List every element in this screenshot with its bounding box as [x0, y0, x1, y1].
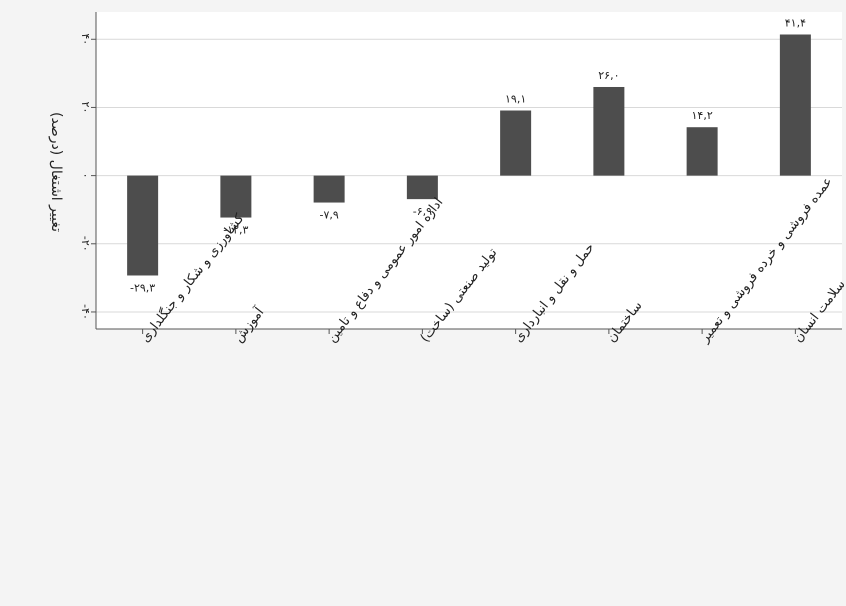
data-label: -۱۲,۳ — [223, 224, 248, 237]
data-label: ۲۶,۰ — [598, 69, 619, 82]
data-label: ۱۹,۱ — [505, 93, 526, 106]
data-label: -۷,۹ — [319, 209, 338, 222]
bar — [127, 175, 159, 276]
plot-area — [96, 12, 842, 329]
bar — [686, 127, 718, 176]
value-labels-layer: -۲۹,۳ -۱۲,۳ -۷,۹ -۶,۹ ۱۹,۱ ۲۶,۰ ۱۴,۲ ۴۱,۴ — [130, 16, 806, 294]
bar — [313, 175, 345, 203]
y-axis-label: تغییر اشتغال (درصد) — [48, 112, 64, 232]
data-label: -۲۹,۳ — [130, 281, 155, 294]
y-tick-label: ۰ — [79, 173, 92, 179]
bar — [406, 175, 438, 200]
bar — [593, 86, 625, 176]
bar — [779, 34, 811, 176]
y-tick-label: ۲۰ — [79, 102, 92, 114]
bars-layer — [127, 34, 811, 276]
bar — [220, 175, 252, 218]
bar — [500, 110, 532, 176]
y-tick-label: ۴۰ — [79, 33, 92, 45]
y-tick-label: -۲۰ — [79, 236, 92, 252]
y-tick-label: -۴۰ — [79, 304, 92, 320]
data-label: ۱۴,۲ — [692, 109, 713, 122]
data-label: ۴۱,۴ — [785, 16, 806, 29]
y-tick-labels: ۴۰ ۲۰ ۰ -۲۰ -۴۰ — [79, 33, 92, 320]
data-label: -۶,۹ — [413, 205, 432, 218]
grid-layer — [91, 38, 842, 313]
